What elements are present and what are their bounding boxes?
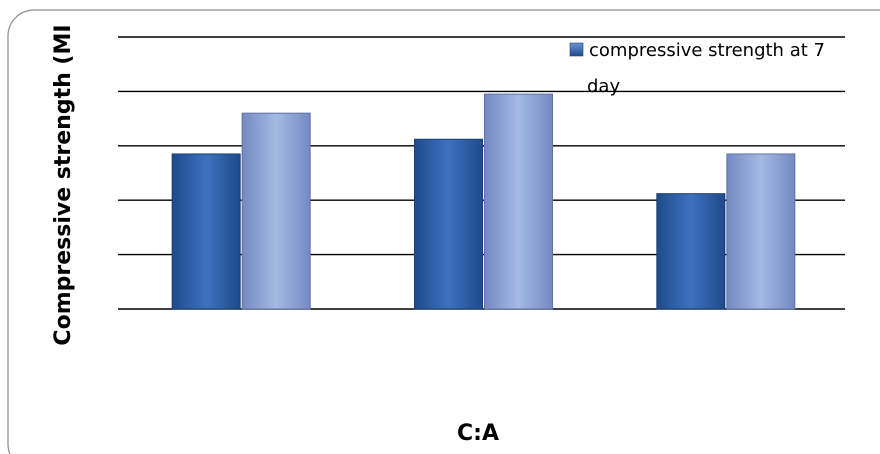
bar-series1-group2 (414, 138, 483, 310)
bars (171, 93, 796, 310)
legend: compressive strength at 7 day (569, 40, 825, 97)
x-axis-label: C:A (457, 421, 499, 446)
bar-series2-group1 (241, 112, 311, 310)
bar-series2-group2 (484, 93, 553, 310)
bar-series2-group3 (726, 153, 796, 310)
y-axis-label: Compressive strength (MI (51, 24, 76, 345)
bar-series1-group1 (171, 153, 241, 310)
bar-series1-group3 (656, 193, 726, 310)
legend-swatch (569, 42, 584, 57)
legend-label: compressive strength at 7 day (587, 40, 825, 97)
